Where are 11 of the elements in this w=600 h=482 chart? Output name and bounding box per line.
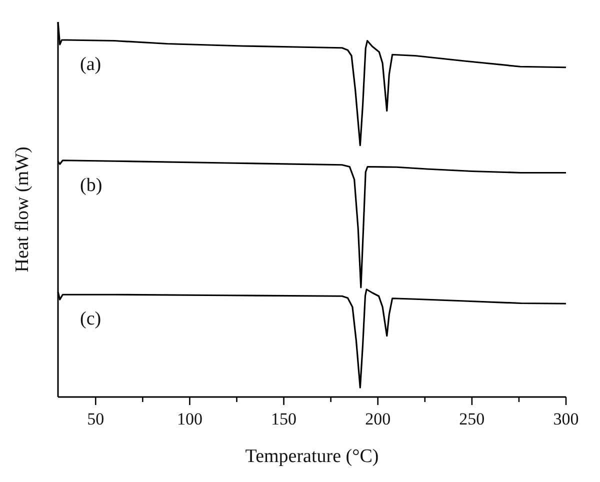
- series-label: (c): [80, 308, 102, 330]
- y-axis-title: Heat flow (mW): [12, 146, 33, 272]
- x-tick-label: 150: [271, 410, 297, 429]
- x-tick-label: 100: [176, 410, 202, 429]
- x-tick-label: 250: [459, 410, 485, 429]
- series-label: (a): [80, 54, 102, 75]
- x-axis-title: Temperature (°C): [245, 446, 379, 467]
- x-tick-label: 300: [553, 410, 579, 429]
- x-tick-label: 50: [87, 410, 104, 429]
- series-label: (b): [80, 175, 102, 196]
- x-tick-label: 200: [365, 410, 391, 429]
